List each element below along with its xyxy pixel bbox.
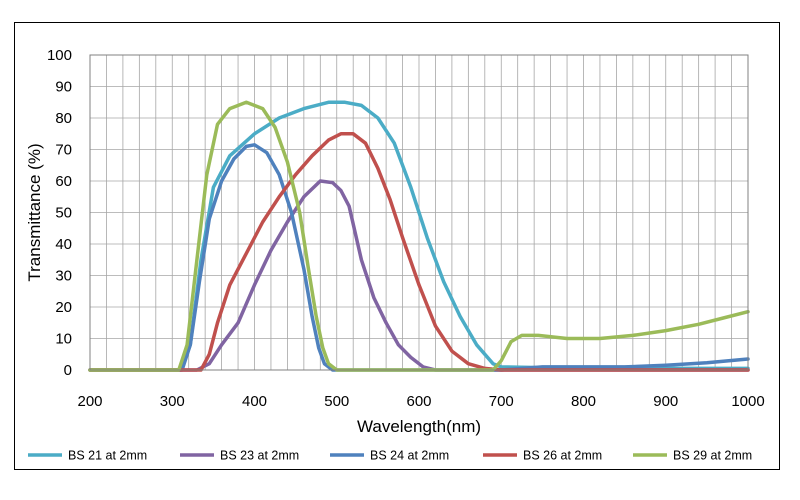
y-axis-title: Transmittance (%) xyxy=(25,143,44,281)
y-tick-label: 90 xyxy=(55,79,72,96)
legend-label: BS 29 at 2mm xyxy=(673,449,752,463)
x-tick-labels: 200 300 400 500 600 700 800 900 1000 xyxy=(77,393,764,410)
series-line xyxy=(88,132,750,372)
y-tick-label: 40 xyxy=(55,236,72,253)
x-tick-label: 1000 xyxy=(731,393,764,410)
x-tick-label: 800 xyxy=(571,393,596,410)
grid xyxy=(90,55,748,370)
legend-item: BS 29 at 2mm xyxy=(633,449,752,463)
y-tick-label: 20 xyxy=(55,299,72,316)
series-line xyxy=(88,100,750,372)
legend-label: BS 21 at 2mm xyxy=(68,449,147,463)
x-tick-label: 500 xyxy=(324,393,349,410)
x-tick-label: 900 xyxy=(653,393,678,410)
x-tick-label: 700 xyxy=(489,393,514,410)
y-tick-label: 70 xyxy=(55,142,72,159)
y-tick-label: 30 xyxy=(55,268,72,285)
x-tick-label: 600 xyxy=(406,393,431,410)
legend-label: BS 26 at 2mm xyxy=(523,449,602,463)
x-tick-label: 300 xyxy=(160,393,185,410)
legend-item: BS 21 at 2mm xyxy=(28,449,147,463)
y-tick-label: 60 xyxy=(55,173,72,190)
legend-item: BS 23 at 2mm xyxy=(180,449,299,463)
legend-label: BS 23 at 2mm xyxy=(220,449,299,463)
y-tick-labels: 0 10 20 30 40 50 60 70 80 90 100 xyxy=(47,47,72,379)
legend-label: BS 24 at 2mm xyxy=(370,449,449,463)
series-line xyxy=(88,100,750,372)
y-tick-label: 80 xyxy=(55,110,72,127)
legend-item: BS 24 at 2mm xyxy=(330,449,449,463)
x-tick-label: 200 xyxy=(77,393,102,410)
series-line xyxy=(88,143,750,372)
y-tick-label: 10 xyxy=(55,331,72,348)
chart-frame xyxy=(14,22,780,470)
x-tick-label: 400 xyxy=(242,393,267,410)
y-tick-label: 100 xyxy=(47,47,72,64)
legend: BS 21 at 2mm BS 23 at 2mm BS 24 at 2mm BS 2… xyxy=(28,449,752,463)
y-tick-label: 0 xyxy=(64,362,72,379)
series-lines xyxy=(88,100,750,372)
x-axis-title: Wavelength(nm) xyxy=(357,417,481,436)
y-tick-label: 50 xyxy=(55,205,72,222)
plot-border xyxy=(89,54,749,371)
legend-item: BS 26 at 2mm xyxy=(483,449,602,463)
series-line xyxy=(88,179,750,372)
